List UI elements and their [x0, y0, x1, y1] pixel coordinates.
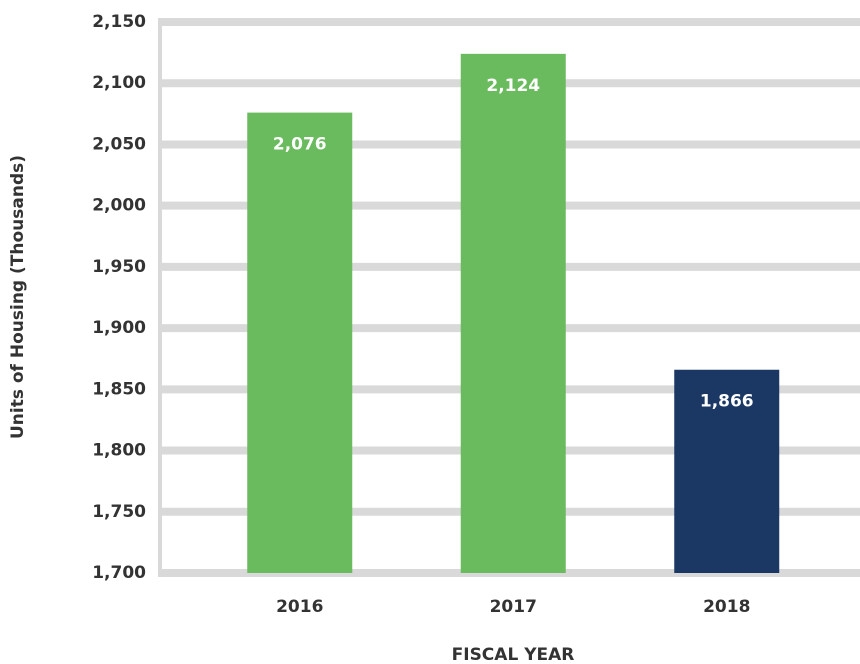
bar: [674, 369, 780, 573]
y-tick-label: 1,900: [92, 318, 146, 338]
y-axis-title: Units of Housing (Thousands): [8, 155, 28, 439]
y-tick-label: 1,850: [92, 379, 146, 399]
x-tick-label: 2018: [703, 597, 750, 617]
y-tick-label: 2,100: [92, 73, 146, 93]
data-label: 1,866: [700, 392, 754, 412]
bar: [247, 112, 353, 573]
y-tick-label: 2,000: [92, 196, 146, 216]
y-tick-label: 1,750: [92, 502, 146, 522]
data-label: 2,076: [273, 135, 327, 155]
x-tick-label: 2016: [276, 597, 323, 617]
y-tick-label: 2,150: [92, 12, 146, 32]
x-axis-title: FISCAL YEAR: [452, 645, 575, 664]
bar: [460, 53, 566, 573]
y-tick-label: 1,700: [92, 563, 146, 583]
y-tick-label: 1,950: [92, 257, 146, 277]
x-tick-label: 2017: [490, 597, 537, 617]
y-tick-label: 1,800: [92, 441, 146, 461]
data-label: 2,124: [486, 76, 540, 96]
y-tick-label: 2,050: [92, 134, 146, 154]
